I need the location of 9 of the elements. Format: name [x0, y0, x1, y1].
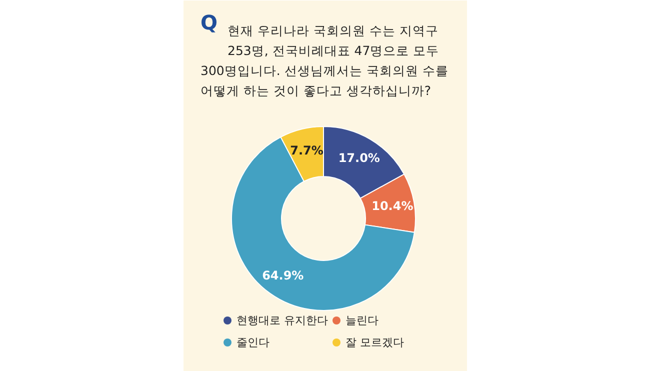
legend-label: 현행대로 유지한다	[236, 314, 328, 327]
text: Q	[200, 10, 218, 34]
legend-label: 잘 모르겠다	[346, 336, 404, 349]
legend-label: 줄인다	[236, 336, 270, 349]
legend-label: 늘린다	[346, 314, 378, 327]
data-label: 17.0%	[338, 151, 380, 166]
data-label: 10.4%	[372, 199, 414, 214]
data-label: 7.7%	[290, 144, 324, 158]
data-label: 64.9%	[262, 268, 304, 283]
